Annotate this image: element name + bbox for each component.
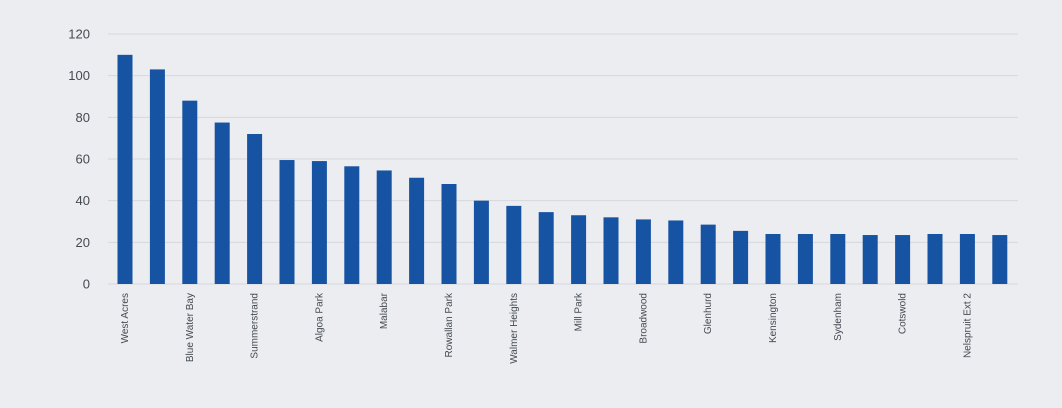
x-tick-label: Summerstrand [250,293,261,359]
bar [765,234,781,284]
bar [895,235,911,284]
bar [700,224,716,284]
bar [571,215,587,284]
bar [279,160,295,284]
bar [603,217,619,284]
bar [992,235,1008,284]
x-axis: West Acres Blue Water Bay Summerstrand Algo… [120,292,973,364]
bar [117,54,133,285]
y-tick-label: 40 [76,193,90,208]
bar [506,205,522,284]
bar [247,134,263,284]
bar [214,122,230,285]
bar [959,234,975,284]
bar [538,212,554,284]
x-tick-label: Blue Water Bay [185,293,196,362]
bar [668,220,684,284]
y-tick-label: 100 [68,68,90,83]
bar [927,234,943,284]
x-tick-label: Rowallan Park [444,292,455,357]
y-tick-label: 20 [76,235,90,250]
bar [182,100,198,285]
x-tick-label: Glenhurd [703,293,714,334]
bar [409,177,425,284]
bar [149,69,165,285]
y-tick-label: 120 [68,27,90,42]
x-tick-label: Malabar [379,292,390,329]
x-tick-label: Walmer Heights [509,293,520,364]
x-tick-label: Nelspruit Ext 2 [962,293,973,358]
y-tick-label: 80 [76,110,90,125]
x-tick-label: Algoa Park [314,292,325,342]
y-tick-label: 0 [83,277,90,292]
bar [797,234,813,284]
bar [635,219,651,284]
bars [117,54,1008,285]
bar [311,161,327,284]
bar [441,184,457,284]
bar [862,235,878,284]
bar [473,200,489,284]
x-tick-label: West Acres [120,293,131,343]
y-tick-label: 60 [76,152,90,167]
bar [733,230,749,284]
x-tick-label: Cotswold [898,293,909,334]
bar [344,166,360,284]
x-tick-label: Mill Park [574,292,585,331]
gridlines [108,33,1018,285]
bar [830,234,846,284]
x-tick-label: Broadwood [638,293,649,344]
y-axis: 0 20 40 60 80 100 120 [68,27,90,292]
x-tick-label: Kensington [768,293,779,343]
bar [376,170,392,284]
x-tick-label: Sydenham [833,293,844,341]
